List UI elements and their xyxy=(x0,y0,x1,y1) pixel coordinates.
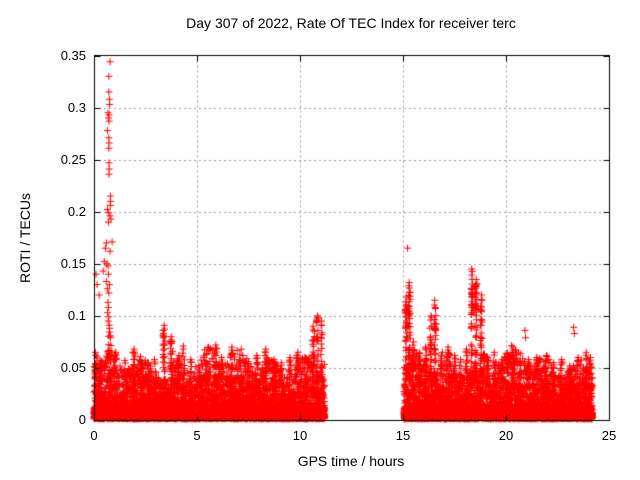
y-tick-label: 0 xyxy=(78,412,86,427)
x-tick-label: 25 xyxy=(601,428,617,443)
y-tick-label: 0.35 xyxy=(60,47,86,63)
y-tick-label: 0.15 xyxy=(60,255,86,271)
y-tick-label: 0.1 xyxy=(67,307,86,323)
x-tick-label: 0 xyxy=(90,428,98,443)
x-tick-label: 20 xyxy=(498,428,514,443)
y-axis-title: ROTI / TECUs xyxy=(17,193,33,283)
y-tick-label: 0.05 xyxy=(60,359,86,375)
x-tick-label: 10 xyxy=(292,428,308,443)
y-tick-label: 0.25 xyxy=(60,151,86,167)
y-tick-label: 0.3 xyxy=(67,99,86,115)
x-axis-title: GPS time / hours xyxy=(297,453,405,469)
x-tick-label: 15 xyxy=(395,428,411,443)
chart-title: Day 307 of 2022, Rate Of TEC Index for r… xyxy=(186,15,516,31)
y-tick-label: 0.2 xyxy=(67,203,86,219)
x-tick-label: 5 xyxy=(193,428,201,443)
